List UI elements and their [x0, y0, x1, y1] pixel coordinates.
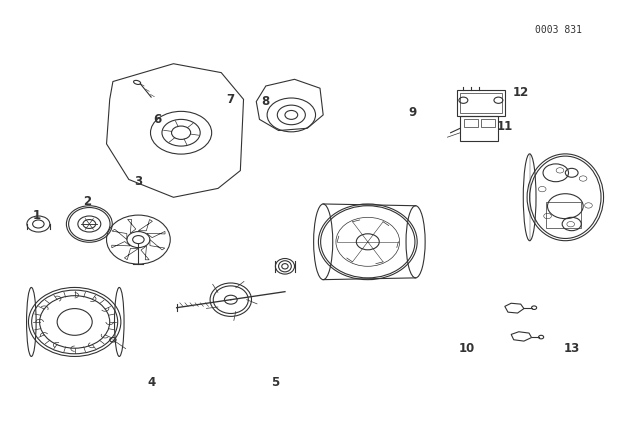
Bar — [464, 119, 478, 127]
Text: 9: 9 — [408, 106, 417, 119]
Text: 12: 12 — [513, 86, 529, 99]
Text: 8: 8 — [262, 95, 270, 108]
Text: 1: 1 — [33, 209, 40, 222]
Bar — [457, 90, 505, 116]
Bar — [460, 116, 499, 141]
Text: 5: 5 — [271, 375, 280, 388]
Text: 2: 2 — [83, 195, 92, 208]
Bar — [481, 119, 495, 127]
Text: 3: 3 — [134, 175, 143, 188]
Text: 7: 7 — [227, 93, 235, 106]
Bar — [546, 202, 581, 228]
Text: 13: 13 — [564, 342, 580, 355]
Text: 6: 6 — [154, 113, 162, 126]
Text: 10: 10 — [458, 342, 475, 355]
Text: 4: 4 — [147, 375, 156, 388]
Text: 0003 831: 0003 831 — [536, 26, 582, 35]
Bar — [460, 93, 502, 113]
Text: 11: 11 — [497, 120, 513, 133]
